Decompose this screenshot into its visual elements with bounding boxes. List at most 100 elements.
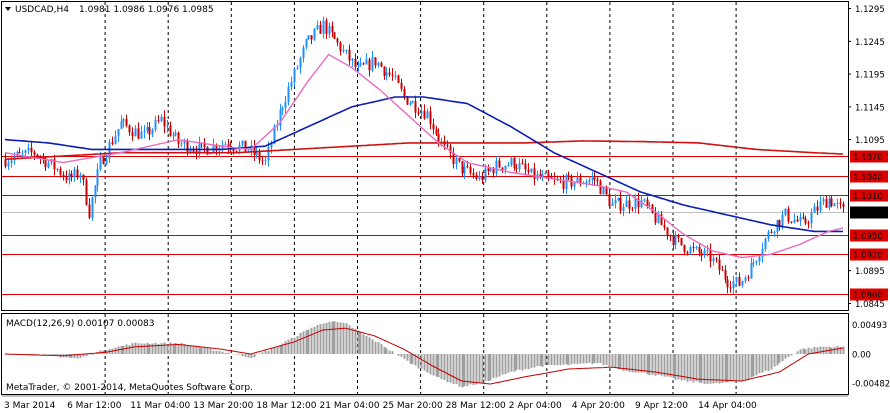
candle-body bbox=[683, 244, 686, 253]
candle-body bbox=[423, 110, 426, 119]
candle-body bbox=[793, 219, 796, 223]
candle-body bbox=[579, 177, 582, 184]
candle-body bbox=[654, 212, 657, 223]
candle-body bbox=[498, 160, 501, 168]
candle-body bbox=[180, 143, 183, 145]
candle-body bbox=[120, 121, 123, 130]
macd-series bbox=[4, 321, 845, 388]
current-price-tag bbox=[850, 206, 888, 219]
candle-body bbox=[813, 206, 816, 213]
price-label: 1.1295 bbox=[855, 5, 885, 15]
candle-body bbox=[151, 129, 154, 135]
candle-body bbox=[466, 166, 469, 168]
candle-body bbox=[18, 152, 21, 154]
ma-long-line bbox=[4, 140, 844, 161]
level-tag bbox=[850, 150, 888, 163]
level-tag bbox=[850, 229, 888, 242]
candle-body bbox=[495, 160, 498, 174]
candle-body bbox=[409, 103, 412, 105]
candle-body bbox=[140, 131, 143, 139]
candle-body bbox=[527, 169, 530, 173]
candle-body bbox=[455, 157, 458, 165]
macd-axis-label: 0.00493 bbox=[852, 321, 887, 331]
level-tag bbox=[850, 189, 888, 202]
candle-body bbox=[784, 208, 787, 215]
candle-body bbox=[619, 197, 622, 211]
candle-body bbox=[489, 169, 492, 171]
candle-body bbox=[452, 152, 455, 165]
candle-body bbox=[432, 124, 435, 130]
candle-body bbox=[839, 202, 842, 204]
candle-body bbox=[750, 263, 753, 279]
candle-body bbox=[160, 116, 163, 121]
candle-body bbox=[305, 39, 308, 48]
candle-body bbox=[588, 179, 591, 183]
price-label: 1.1095 bbox=[855, 136, 885, 146]
candle-body bbox=[357, 65, 360, 67]
candle-body bbox=[796, 219, 799, 222]
candle-body bbox=[830, 198, 833, 207]
candle-body bbox=[602, 187, 605, 195]
candle-body bbox=[227, 144, 230, 148]
candle-body bbox=[689, 247, 692, 254]
candle-body bbox=[657, 214, 660, 223]
candle-body bbox=[729, 287, 732, 289]
price-axis: 1.1070 1.1040 1.1010 1.0950 1.0920 1.0860 1.09… bbox=[848, 5, 888, 310]
candle-body bbox=[253, 145, 256, 155]
time-label: 18 Mar 12:00 bbox=[256, 401, 316, 411]
candle-body bbox=[148, 127, 151, 135]
candle-body bbox=[565, 175, 568, 190]
candle-body bbox=[388, 72, 391, 75]
candle-body bbox=[215, 144, 218, 151]
candle-body bbox=[336, 38, 339, 43]
candle-body bbox=[279, 109, 282, 126]
candle-body bbox=[576, 177, 579, 183]
candle-body bbox=[137, 128, 140, 139]
candle-body bbox=[377, 62, 380, 66]
candle-body bbox=[475, 175, 478, 179]
time-label: 4 Apr 20:00 bbox=[572, 401, 625, 411]
time-label: 6 Mar 12:00 bbox=[67, 401, 122, 411]
macd-panel-frame bbox=[1, 313, 849, 395]
candle-body bbox=[539, 174, 542, 178]
candle-body bbox=[290, 82, 293, 87]
triangle-down-icon[interactable] bbox=[5, 7, 11, 11]
candle-body bbox=[591, 177, 594, 180]
candle-body bbox=[429, 111, 432, 125]
candle-body bbox=[209, 152, 212, 155]
candle-body bbox=[177, 132, 180, 144]
candle-body bbox=[764, 238, 767, 249]
candle-body bbox=[420, 110, 423, 114]
candle-body bbox=[47, 162, 50, 168]
candle-body bbox=[634, 198, 637, 209]
candle-body bbox=[241, 140, 244, 145]
candle-body bbox=[715, 258, 718, 260]
candle-body bbox=[174, 132, 177, 136]
candle-body bbox=[646, 199, 649, 206]
candle-body bbox=[267, 147, 270, 161]
macd-axis-label: 0.00 bbox=[852, 351, 871, 361]
candle-body bbox=[345, 49, 348, 51]
candle-body bbox=[414, 101, 417, 113]
price-label: 1.0895 bbox=[855, 267, 885, 277]
candle-body bbox=[68, 173, 71, 181]
candle-body bbox=[651, 204, 654, 213]
candle-body bbox=[368, 59, 371, 71]
level-tag bbox=[850, 248, 888, 261]
candle-body bbox=[302, 47, 305, 59]
time-label: 14 Apr 04:00 bbox=[698, 401, 757, 411]
candle-body bbox=[478, 176, 481, 179]
candle-body bbox=[186, 140, 189, 153]
level-label: 1.0950 bbox=[853, 232, 883, 242]
level-label: 1.0920 bbox=[853, 251, 883, 261]
candle-body bbox=[567, 175, 570, 177]
candle-body bbox=[504, 165, 507, 170]
candle-body bbox=[4, 159, 7, 167]
candle-body bbox=[804, 218, 807, 224]
candle-body bbox=[807, 223, 810, 225]
candle-body bbox=[255, 151, 258, 155]
candle-body bbox=[472, 173, 475, 176]
candle-body bbox=[758, 256, 761, 262]
candle-body bbox=[672, 235, 675, 245]
